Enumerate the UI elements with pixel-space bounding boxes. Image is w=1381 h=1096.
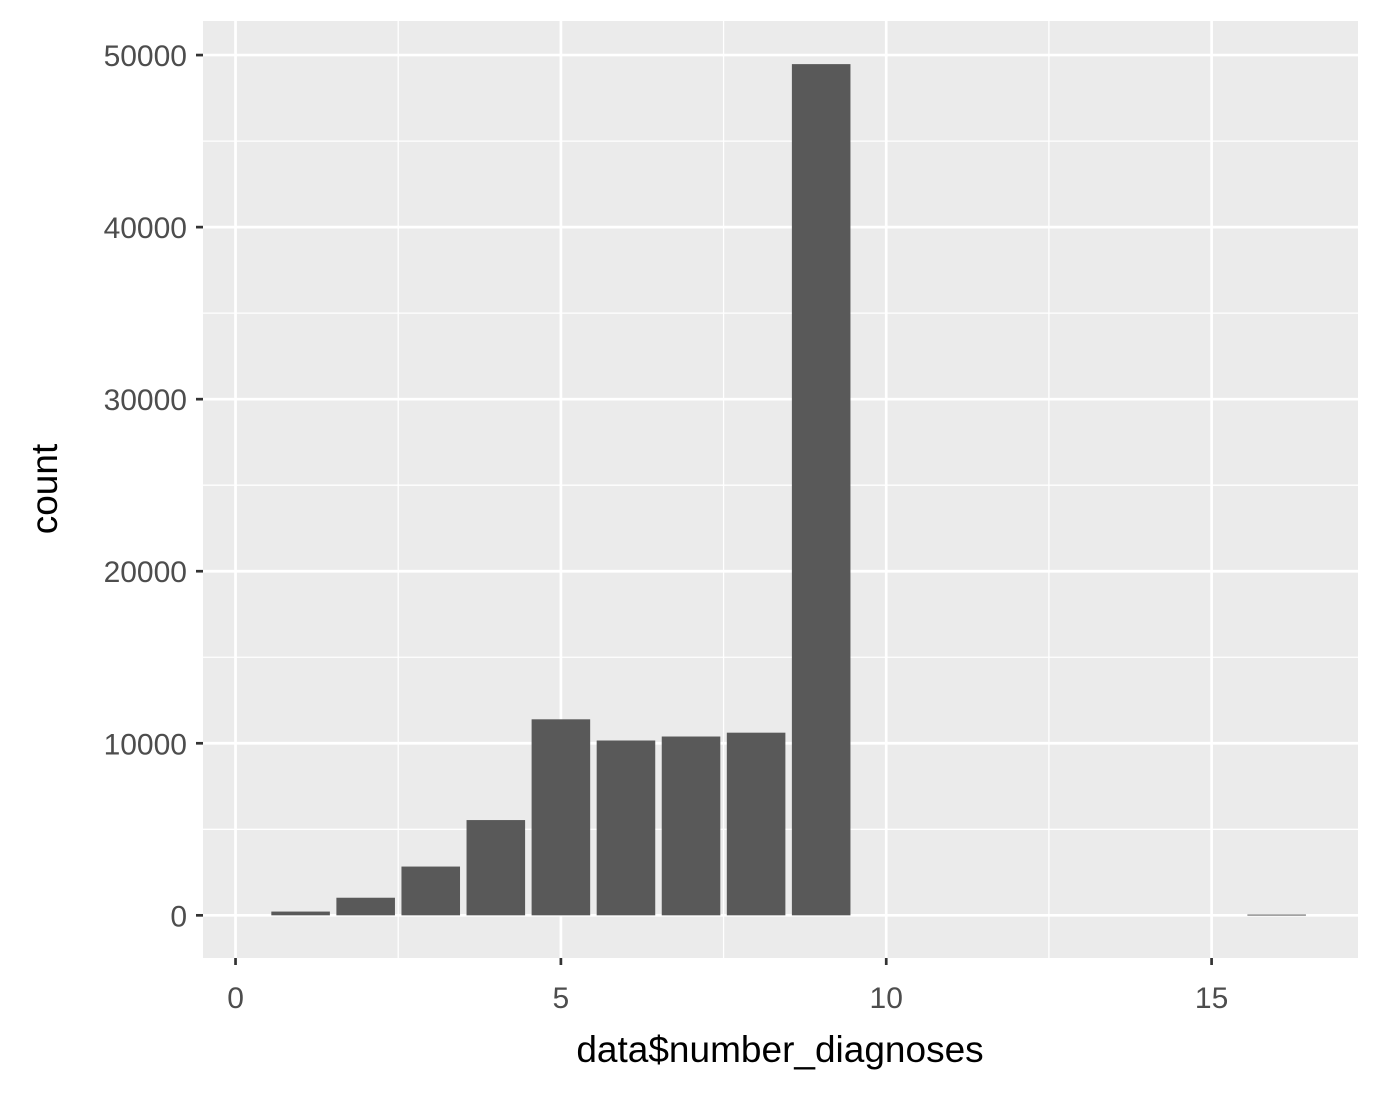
x-tick-label: 5 — [553, 982, 570, 1015]
bar-6 — [596, 740, 656, 916]
y-tick-label: 50000 — [104, 40, 187, 73]
y-tick-label: 0 — [170, 900, 187, 933]
x-axis-title: data$number_diagnoses — [576, 1029, 983, 1070]
bar-4 — [466, 820, 526, 916]
x-tick-label: 10 — [870, 982, 903, 1015]
bar-5 — [531, 719, 591, 916]
y-tick-label: 10000 — [104, 728, 187, 761]
bar-9 — [791, 64, 851, 916]
x-tick-label: 0 — [227, 982, 244, 1015]
y-tick-label: 30000 — [104, 384, 187, 417]
y-axis-title: count — [24, 443, 65, 534]
y-tick-label: 20000 — [104, 556, 187, 589]
bar-2 — [336, 897, 395, 916]
bar-3 — [401, 866, 461, 916]
bar-1 — [271, 911, 330, 916]
bar-7 — [661, 736, 721, 916]
bar-16 — [1247, 914, 1306, 916]
bar-8 — [726, 732, 786, 916]
x-tick-label: 15 — [1195, 982, 1228, 1015]
y-tick-label: 40000 — [104, 212, 187, 245]
